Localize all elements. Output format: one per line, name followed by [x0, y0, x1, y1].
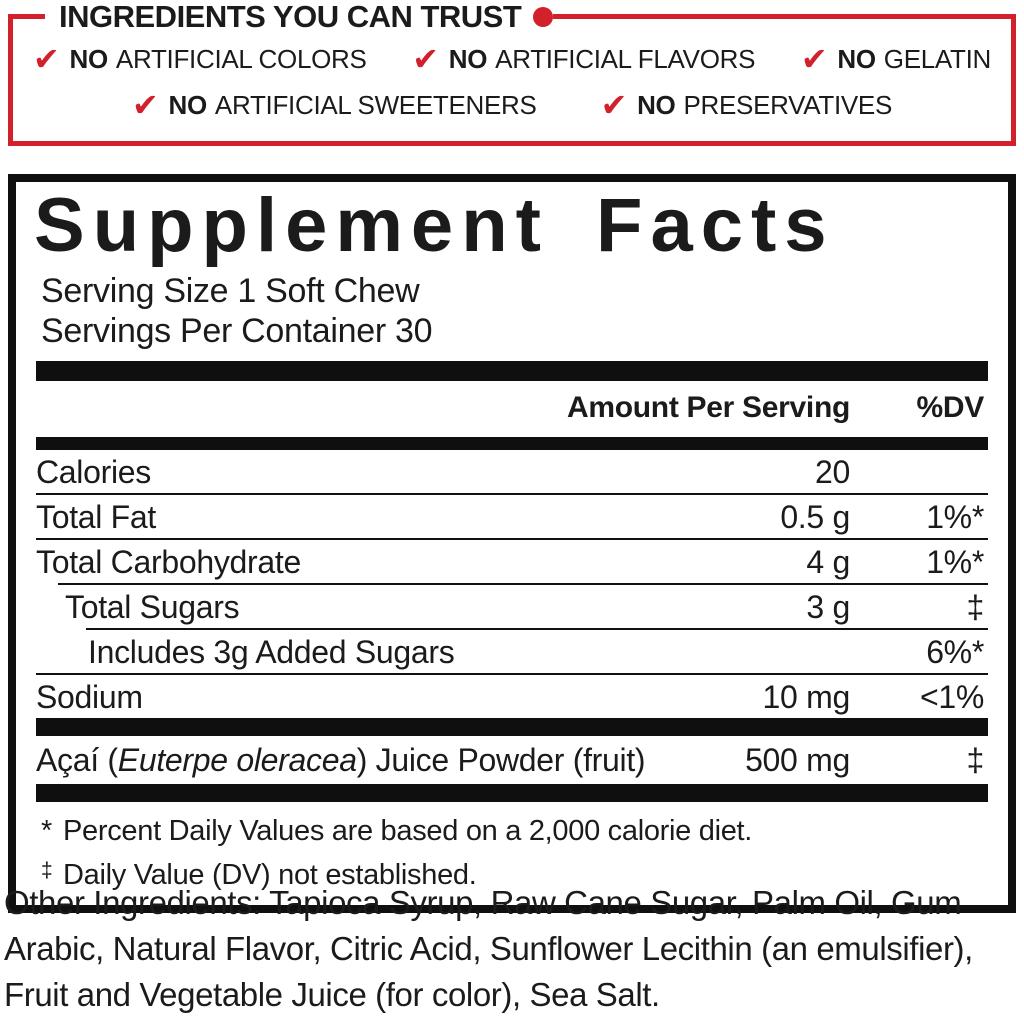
percent-dv-header: %DV [916, 391, 985, 425]
check-icon: ✔ [33, 40, 60, 78]
footnote-text: Daily Value (DV) not established. [63, 859, 477, 892]
other-ingredients: Other Ingredients: Tapioca Syrup, Raw Ca… [4, 880, 1020, 1018]
other-ingredients-text: Tapioca Syrup, Raw Cane Sugar, Palm Oil,… [4, 884, 973, 1013]
divider-bar-thick [36, 718, 988, 737]
trust-box: INGREDIENTS YOU CAN TRUST ✔ NO ARTIFICIA… [8, 0, 1016, 146]
trust-title-wrap: INGREDIENTS YOU CAN TRUST [45, 0, 554, 37]
divider-bar-thick [36, 361, 988, 382]
claim-text: ARTIFICIAL SWEETENERS [214, 89, 537, 120]
nutrient-dv: <1% [919, 679, 984, 716]
nutrient-dv: 1%* [926, 499, 984, 536]
claim-no-word: NO [837, 43, 876, 74]
trust-title: INGREDIENTS YOU CAN TRUST [59, 0, 522, 34]
nutrient-row-added-sugars: Includes 3g Added Sugars 6%* [36, 630, 988, 673]
claim-no-word: NO [168, 89, 208, 120]
nutrient-row-calories: Calories 20 [36, 450, 988, 493]
claim-text: PRESERVATIVES [683, 89, 892, 120]
nutrient-dv: 1%* [926, 544, 984, 581]
check-icon: ✔ [131, 86, 159, 124]
claims-row-1: ✔ NO ARTIFICIAL COLORS ✔ NO ARTIFICIAL F… [13, 43, 1011, 75]
row-separator-indent-1 [58, 583, 988, 586]
divider-bar-medium [36, 437, 988, 451]
amount-per-serving-header: Amount Per Serving [567, 391, 850, 425]
other-ingredients-label: Other Ingredients: [4, 884, 261, 921]
row-separator [36, 673, 988, 676]
double-dagger-symbol: ‡ [41, 859, 53, 883]
claim-no-gelatin: ✔ NO GELATIN [801, 43, 991, 75]
column-header-row: Amount Per Serving %DV [36, 381, 988, 437]
row-separator [36, 538, 988, 541]
check-icon: ✔ [412, 40, 439, 78]
footnote-text: Percent Daily Values are based on a 2,00… [63, 815, 753, 848]
claim-no-preservatives: ✔ NO PRESERVATIVES [600, 86, 893, 124]
claim-no-artificial-colors: ✔ NO ARTIFICIAL COLORS [33, 43, 367, 75]
claim-text: GELATIN [883, 43, 992, 74]
servings-per-container: Servings Per Container 30 [41, 312, 433, 351]
nutrient-amount: 3 g [806, 589, 850, 626]
divider-bar-thick [36, 784, 988, 803]
ingredient-name: Açaí (Euterpe oleracea) Juice Powder (fr… [36, 742, 700, 778]
claim-no-word: NO [69, 43, 109, 74]
claim-text: ARTIFICIAL COLORS [115, 43, 367, 74]
supplement-facts-title: Supplement Facts [34, 183, 835, 268]
row-separator [36, 493, 988, 496]
nutrient-amount: 0.5 g [780, 499, 850, 536]
supplement-facts-panel: Supplement Facts Serving Size 1 Soft Che… [8, 174, 1016, 914]
claim-no-word: NO [448, 43, 488, 74]
nutrient-row-total-carbohydrate: Total Carbohydrate 4 g 1%* [36, 540, 988, 583]
claim-text: ARTIFICIAL FLAVORS [495, 43, 756, 74]
ingredient-name-pre: Açaí ( [36, 742, 118, 779]
claim-no-artificial-sweeteners: ✔ NO ARTIFICIAL SWEETENERS [132, 89, 537, 121]
ingredient-name-post: ) Juice Powder (fruit) [356, 742, 646, 779]
claim-no-artificial-flavors: ✔ NO ARTIFICIAL FLAVORS [412, 43, 755, 75]
red-dot-icon [533, 7, 554, 27]
serving-size: Serving Size 1 Soft Chew [41, 272, 420, 311]
footnote-dv-not-established: ‡ Daily Value (DV) not established. [41, 851, 988, 895]
nutrient-name: Total Carbohydrate [36, 544, 301, 581]
nutrient-row-total-fat: Total Fat 0.5 g 1%* [36, 495, 988, 538]
row-separator-indent-2 [86, 628, 988, 631]
nutrient-dv: ‡ [966, 589, 985, 626]
nutrient-amount: 10 mg [762, 679, 851, 716]
claims-row-2: ✔ NO ARTIFICIAL SWEETENERS ✔ NO PRESERVA… [13, 89, 1011, 121]
nutrient-name: Total Sugars [65, 589, 240, 626]
ingredient-latin-name: Euterpe oleracea [117, 742, 357, 779]
asterisk-symbol: * [41, 815, 52, 848]
footnotes: * Percent Daily Values are based on a 2,0… [36, 802, 988, 899]
footnote-daily-values: * Percent Daily Values are based on a 2,0… [41, 812, 988, 851]
nutrient-name: Sodium [36, 679, 143, 716]
ingredient-dv: ‡ [966, 742, 985, 779]
nutrient-name: Total Fat [36, 499, 157, 536]
nutrient-amount: 4 g [806, 544, 850, 581]
nutrient-row-total-sugars: Total Sugars 3 g ‡ [36, 585, 988, 628]
ingredient-row-acai: Açaí (Euterpe oleracea) Juice Powder (fr… [36, 736, 988, 784]
nutrient-dv: 6%* [926, 634, 984, 671]
nutrient-name: Includes 3g Added Sugars [88, 634, 455, 671]
nutrient-amount: 20 [815, 454, 850, 491]
nutrient-row-sodium: Sodium 10 mg <1% [36, 675, 988, 718]
ingredient-amount: 500 mg [745, 742, 850, 779]
check-icon: ✔ [800, 40, 828, 78]
claim-no-word: NO [637, 89, 676, 120]
check-icon: ✔ [600, 86, 628, 124]
nutrient-name: Calories [36, 454, 151, 491]
